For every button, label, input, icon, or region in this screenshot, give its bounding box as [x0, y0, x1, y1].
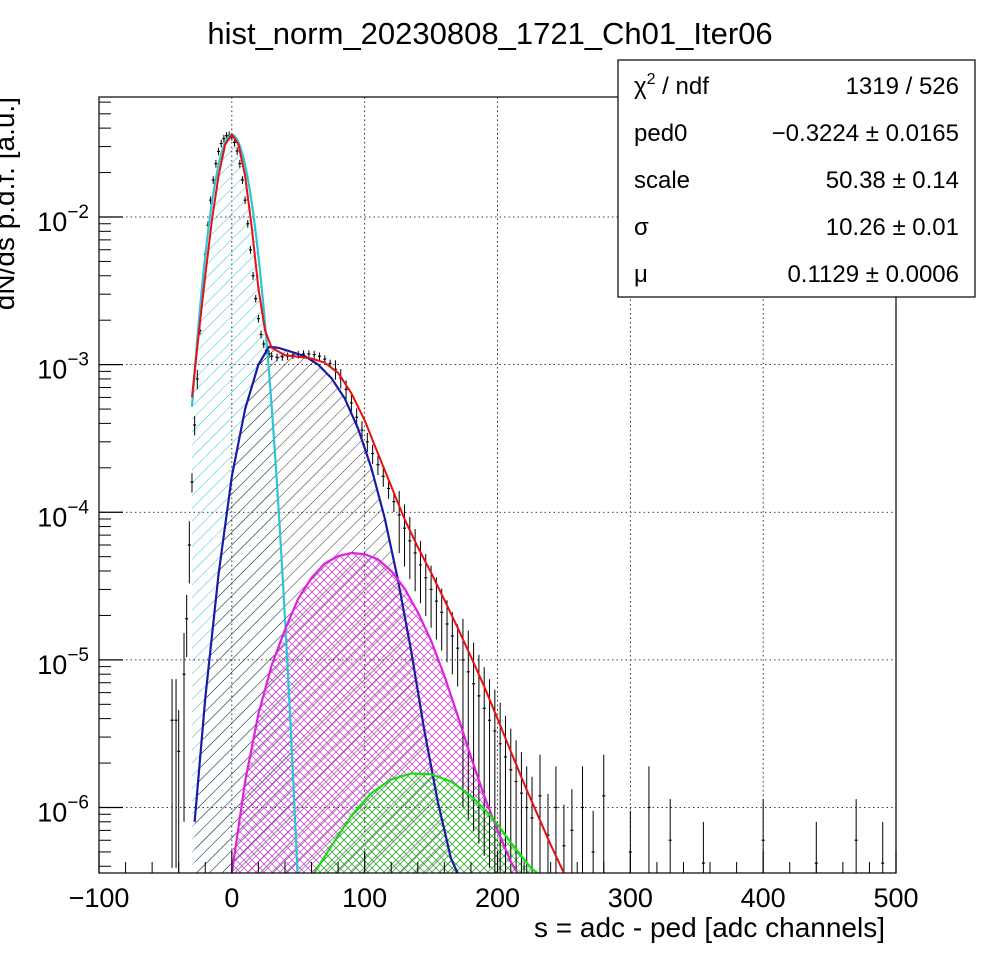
x-tick-label: 200 — [475, 883, 520, 913]
component-fills — [191, 134, 538, 873]
stat-label: scale — [634, 167, 690, 194]
axis-ticks: −100 0 100 200 300 400 500 10−6 10−5 10−4 10−3 10−2 — [37, 101, 919, 913]
x-tick-label: 400 — [741, 883, 786, 913]
3rd-component-curve — [313, 772, 539, 873]
y-tick-label: 10−3 — [37, 350, 89, 385]
stat-label: ped0 — [634, 120, 687, 147]
x-axis-label: s = adc - ped [adc channels] — [534, 912, 885, 943]
stat-label: σ — [634, 214, 649, 241]
x-tick-label: 0 — [224, 883, 239, 913]
y-tick-label: 10−2 — [37, 202, 89, 237]
x-tick-label: 500 — [873, 883, 918, 913]
stat-value: 0.1129 ± 0.0006 — [787, 261, 959, 288]
fit-stats-box: χ2 / ndf 1319 / 526 ped0 −0.3224 ± 0.0165 sc… — [617, 59, 976, 298]
stat-value: −0.3224 ± 0.0165 — [772, 120, 959, 147]
3rd-component-fill — [314, 773, 538, 873]
x-tick-label: −100 — [69, 883, 130, 913]
fit-curves — [190, 132, 565, 873]
chart-title: hist_norm_20230808_1721_Ch01_Iter06 — [207, 16, 772, 51]
y-tick-label: 10−6 — [37, 792, 89, 827]
stat-label: μ — [634, 261, 648, 288]
y-axis-label: dN/ds p.d.f. [a.u.] — [0, 97, 20, 310]
stats-box-frame — [617, 59, 976, 298]
pedestal-curve — [190, 133, 299, 873]
y-tick-label: 10−4 — [37, 497, 89, 532]
2nd-component-curve — [230, 551, 519, 873]
x-tick-label: 300 — [608, 883, 653, 913]
histogram — [170, 131, 885, 873]
total-fit-curve — [190, 132, 565, 873]
stat-value: 1319 / 526 — [846, 73, 959, 100]
stat-value: 50.38 ± 0.14 — [826, 167, 959, 194]
x-tick-label: 100 — [342, 883, 387, 913]
y-tick-label: 10−5 — [37, 645, 89, 680]
1st-component-curve — [193, 345, 459, 873]
stat-value: 10.26 ± 0.01 — [826, 214, 959, 241]
stat-label: χ2 / ndf — [634, 71, 709, 100]
